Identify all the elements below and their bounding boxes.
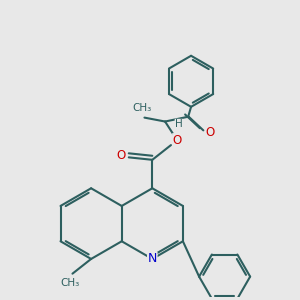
Text: H: H <box>175 119 183 129</box>
Text: O: O <box>173 134 182 147</box>
Text: N: N <box>148 252 157 266</box>
Text: O: O <box>117 149 126 162</box>
Text: CH₃: CH₃ <box>132 103 152 113</box>
Text: O: O <box>206 126 215 139</box>
Text: CH₃: CH₃ <box>60 278 80 288</box>
